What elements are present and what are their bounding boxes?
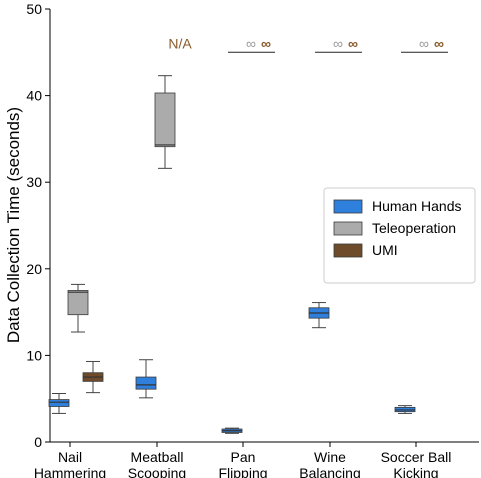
infinity-annotation: ∞ [434,36,444,52]
y-tick-label: 10 [26,347,42,363]
human-hands-box [308,302,330,329]
y-tick-label: 0 [34,434,42,450]
legend-label: Human Hands [372,198,462,214]
y-tick-label: 20 [26,261,42,277]
infinity-annotation: ∞ [261,36,271,52]
teleoperation-box [154,75,176,169]
human-hands-box [135,359,157,399]
infinity-annotation: ∞ [333,36,343,52]
plot-area: 0 10 20 30 40 50 Nail Hammering Meatball Scooping… [26,1,479,478]
x-tick-label: Pan Flipping [218,449,267,478]
iqr-box [48,399,70,407]
infinity-annotation: ∞ [348,36,358,52]
infinity-annotation: ∞ [419,36,429,52]
y-axis-label: Data Collection Time (seconds) [4,107,23,343]
legend-label: Teleoperation [372,220,456,236]
legend: Human Hands Teleoperation UMI [323,187,476,284]
legend-swatch [333,221,363,236]
legend-swatch [333,199,363,214]
infinity-annotation: ∞ [246,36,256,52]
y-tick-label: 40 [26,88,42,104]
iqr-box [154,92,176,148]
umi-box [82,360,104,394]
x-tick-label: Meatball Scooping [128,449,186,478]
na-annotation: N/A [168,36,192,52]
x-tick-label: Nail Hammering [34,449,106,478]
legend-swatch [333,243,363,258]
human-hands-box [48,393,70,414]
legend-label: UMI [372,242,398,258]
iqr-box [67,290,89,316]
x-tick-label: Soccer Ball Kicking [381,449,452,478]
y-tick-label: 30 [26,174,42,190]
human-hands-box [221,427,243,434]
y-tick-label: 50 [26,1,42,17]
iqr-box [135,376,157,390]
human-hands-box [394,405,416,414]
x-tick-label: Wine Balancing [299,449,361,478]
teleoperation-box [67,283,89,333]
